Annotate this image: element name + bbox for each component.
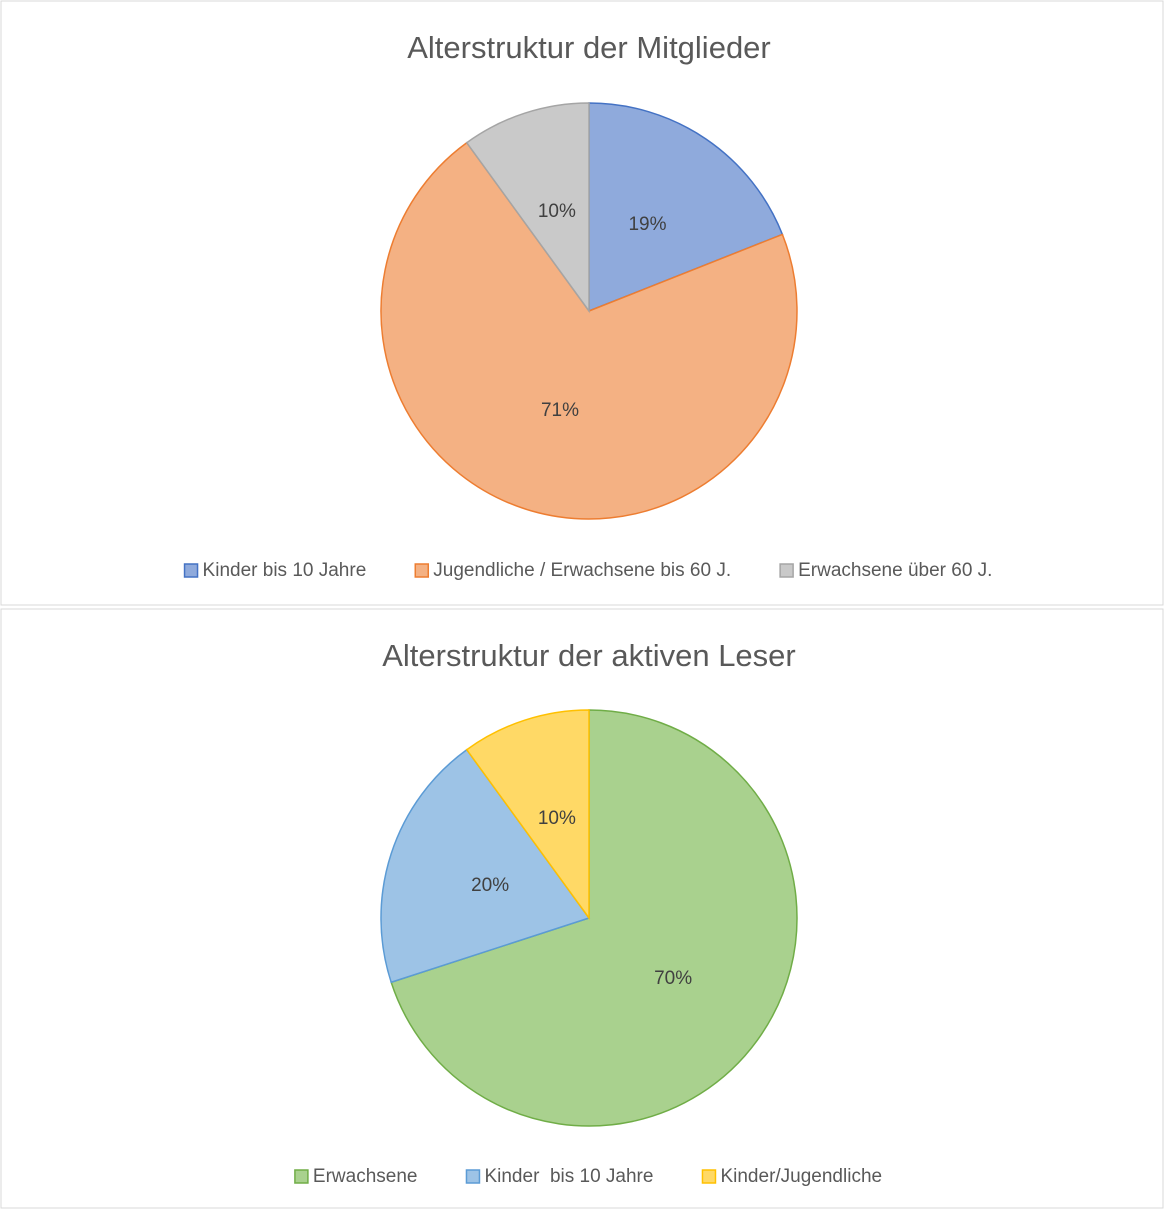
legend-label: Kinder bis 10 Jahre: [484, 1166, 653, 1187]
pie-slice: [588, 102, 784, 313]
legend-swatch: [183, 563, 199, 578]
legend-swatch: [414, 563, 430, 578]
pie-slice: [465, 709, 590, 921]
legend-swatch: [294, 1169, 309, 1184]
legend-swatch: [701, 1169, 717, 1184]
pie-slice: [380, 141, 798, 520]
pie-slice: [465, 102, 590, 314]
legend-label: Kinder/Jugendliche: [720, 1166, 882, 1187]
data-label: 19%: [628, 214, 666, 235]
pie-slice: [380, 748, 591, 984]
data-label: 10%: [538, 808, 576, 829]
data-label: 10%: [538, 201, 576, 222]
chart-title: Alterstruktur der aktiven Leser: [382, 638, 796, 673]
legend-label: Kinder bis 10 Jahre: [203, 560, 367, 581]
data-label: 70%: [654, 968, 692, 989]
data-label: 20%: [471, 875, 509, 896]
legend-label: Jugendliche / Erwachsene bis 60 J.: [433, 560, 731, 581]
chart-title: Alterstruktur der Mitglieder: [407, 30, 771, 65]
legend-swatch: [465, 1169, 481, 1184]
legend-swatch: [779, 563, 794, 578]
legend-label: Erwachsene über 60 J.: [798, 560, 992, 581]
pie-slice: [390, 709, 798, 1127]
legend-label: Erwachsene: [313, 1166, 418, 1187]
data-label: 71%: [541, 400, 579, 421]
